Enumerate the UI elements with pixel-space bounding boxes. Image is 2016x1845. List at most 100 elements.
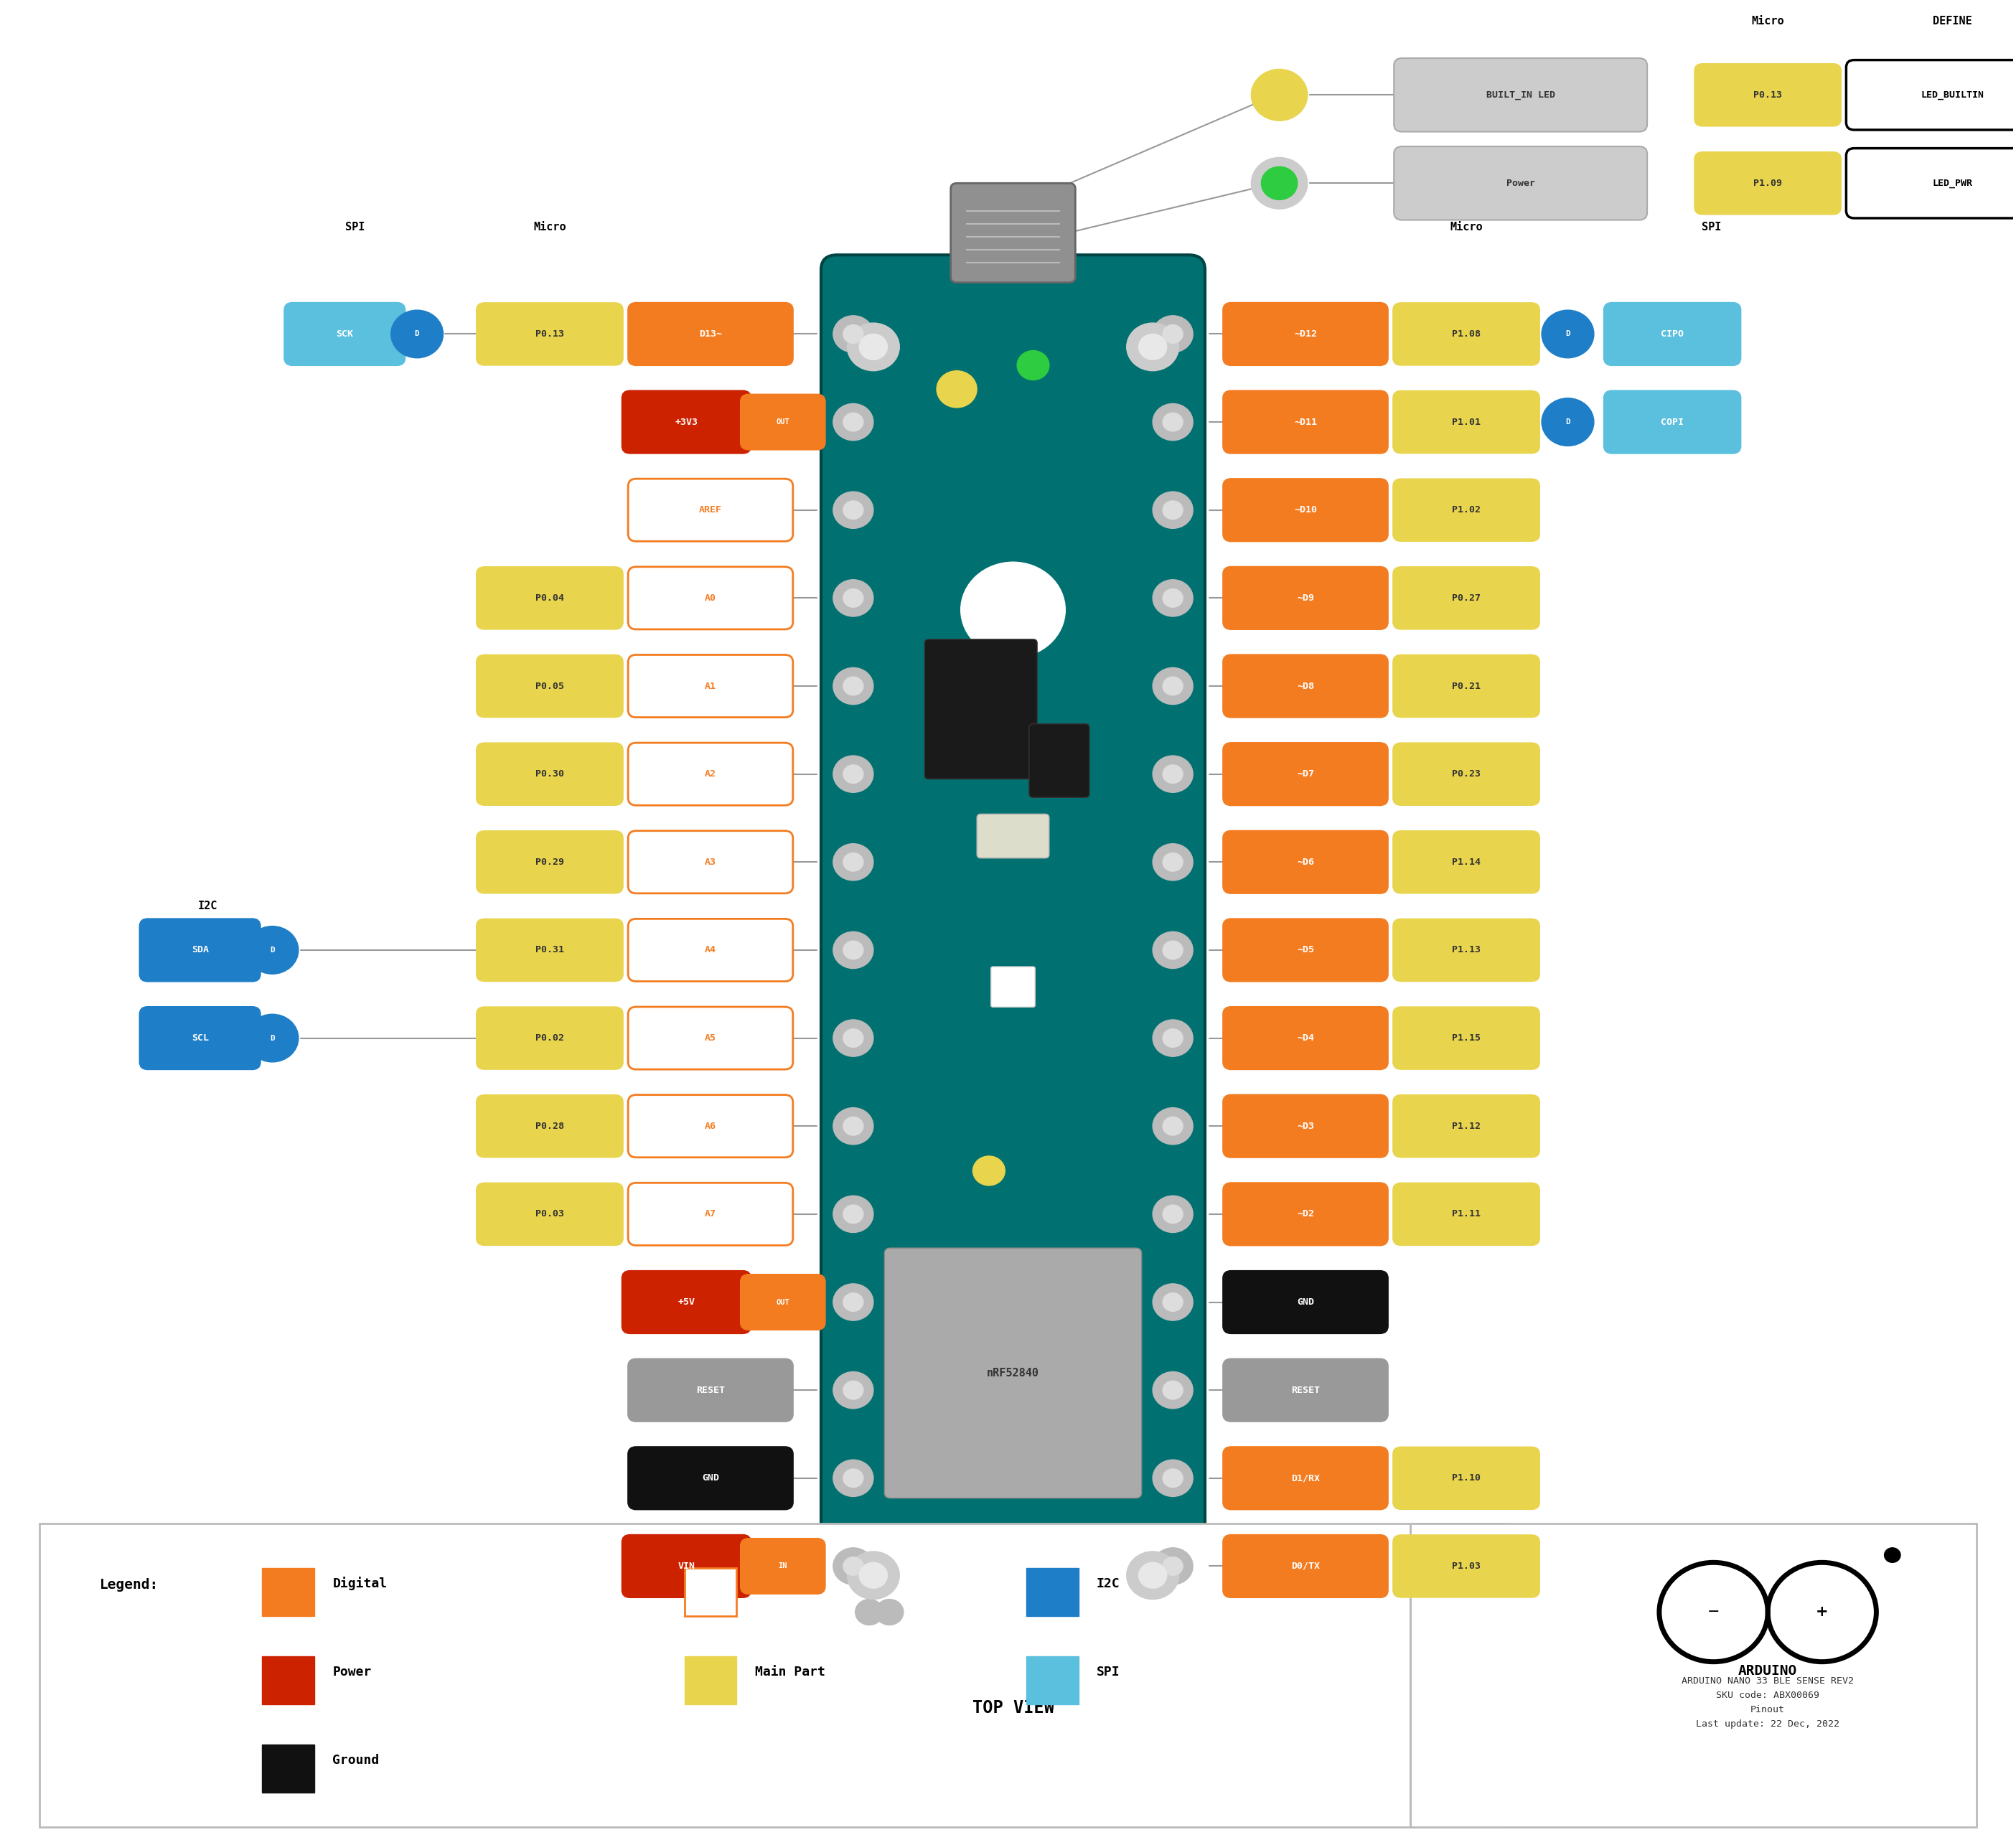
FancyBboxPatch shape — [1224, 1094, 1387, 1157]
FancyBboxPatch shape — [629, 1007, 792, 1070]
Text: D13~: D13~ — [700, 330, 722, 339]
FancyBboxPatch shape — [925, 638, 1036, 779]
Circle shape — [843, 1293, 863, 1312]
Text: Power: Power — [1506, 179, 1534, 188]
FancyBboxPatch shape — [476, 1007, 623, 1070]
Circle shape — [843, 589, 863, 607]
FancyBboxPatch shape — [1224, 744, 1387, 804]
FancyBboxPatch shape — [476, 919, 623, 982]
Circle shape — [855, 1600, 883, 1625]
Circle shape — [1542, 399, 1595, 446]
FancyBboxPatch shape — [1393, 146, 1647, 220]
Circle shape — [1153, 315, 1193, 352]
Text: A7: A7 — [706, 1210, 716, 1220]
Text: Micro: Micro — [1752, 17, 1784, 28]
FancyBboxPatch shape — [1026, 1568, 1079, 1616]
FancyBboxPatch shape — [476, 1183, 623, 1245]
Text: −: − — [1708, 1605, 1720, 1620]
Circle shape — [843, 325, 863, 343]
Circle shape — [1163, 1557, 1183, 1576]
Circle shape — [843, 1380, 863, 1399]
Circle shape — [833, 668, 873, 705]
Text: SPI: SPI — [1097, 1666, 1119, 1679]
FancyBboxPatch shape — [1224, 655, 1387, 718]
Text: ~D7: ~D7 — [1296, 769, 1314, 779]
Circle shape — [1153, 1196, 1193, 1232]
Circle shape — [843, 1030, 863, 1048]
Text: D1/RX: D1/RX — [1290, 1474, 1320, 1483]
Circle shape — [833, 404, 873, 441]
Text: D: D — [270, 1035, 274, 1042]
Circle shape — [246, 926, 298, 974]
Text: Micro: Micro — [534, 221, 566, 232]
Text: P0.02: P0.02 — [536, 1033, 564, 1042]
FancyBboxPatch shape — [683, 1568, 736, 1616]
FancyBboxPatch shape — [629, 566, 792, 629]
Circle shape — [1127, 1552, 1179, 1600]
FancyBboxPatch shape — [38, 1524, 1506, 1827]
Text: P1.03: P1.03 — [1452, 1561, 1480, 1570]
FancyBboxPatch shape — [629, 919, 792, 982]
FancyBboxPatch shape — [740, 1275, 825, 1330]
FancyBboxPatch shape — [1224, 1183, 1387, 1245]
Circle shape — [843, 1557, 863, 1576]
Circle shape — [1016, 351, 1048, 380]
Circle shape — [1163, 677, 1183, 696]
Circle shape — [843, 852, 863, 871]
Text: A4: A4 — [706, 945, 716, 954]
Circle shape — [843, 1469, 863, 1487]
Circle shape — [1163, 413, 1183, 432]
Text: P0.13: P0.13 — [1754, 90, 1782, 100]
Circle shape — [833, 843, 873, 880]
Circle shape — [859, 334, 887, 360]
FancyBboxPatch shape — [476, 744, 623, 804]
Circle shape — [833, 1459, 873, 1496]
Circle shape — [1127, 323, 1179, 371]
FancyBboxPatch shape — [476, 566, 623, 629]
Text: P0.05: P0.05 — [536, 681, 564, 690]
Text: D: D — [1564, 330, 1570, 338]
FancyBboxPatch shape — [476, 1094, 623, 1157]
Circle shape — [833, 1284, 873, 1321]
Text: SCL: SCL — [192, 1033, 208, 1042]
Text: LED_PWR: LED_PWR — [1933, 179, 1974, 188]
Text: P1.10: P1.10 — [1452, 1474, 1480, 1483]
FancyBboxPatch shape — [683, 1657, 736, 1705]
Circle shape — [974, 1157, 1006, 1186]
Circle shape — [1252, 157, 1308, 208]
FancyBboxPatch shape — [1393, 1007, 1540, 1070]
FancyBboxPatch shape — [1393, 744, 1540, 804]
Circle shape — [833, 1196, 873, 1232]
FancyBboxPatch shape — [1224, 1271, 1387, 1334]
Circle shape — [1153, 843, 1193, 880]
Circle shape — [246, 1015, 298, 1063]
FancyBboxPatch shape — [284, 303, 405, 365]
Text: ~D9: ~D9 — [1296, 594, 1314, 603]
FancyBboxPatch shape — [1393, 1094, 1540, 1157]
Text: Micro: Micro — [1450, 221, 1482, 232]
Circle shape — [937, 371, 978, 408]
Circle shape — [843, 413, 863, 432]
Circle shape — [843, 677, 863, 696]
Text: DEFINE: DEFINE — [1933, 17, 1972, 28]
Text: P1.13: P1.13 — [1452, 945, 1480, 954]
Text: I2C: I2C — [198, 900, 218, 911]
Text: ~D6: ~D6 — [1296, 858, 1314, 867]
Text: Analog: Analog — [754, 1577, 802, 1590]
Text: ~D12: ~D12 — [1294, 330, 1316, 339]
Text: P0.31: P0.31 — [536, 945, 564, 954]
Text: ~D10: ~D10 — [1294, 506, 1316, 515]
Circle shape — [1163, 852, 1183, 871]
Text: P0.27: P0.27 — [1452, 594, 1480, 603]
Text: P1.09: P1.09 — [1754, 179, 1782, 188]
Text: ~D3: ~D3 — [1296, 1122, 1314, 1131]
FancyBboxPatch shape — [1393, 1183, 1540, 1245]
Text: ~D11: ~D11 — [1294, 417, 1316, 426]
FancyBboxPatch shape — [1224, 478, 1387, 541]
FancyBboxPatch shape — [629, 1360, 792, 1421]
FancyBboxPatch shape — [1605, 391, 1740, 454]
Text: A0: A0 — [706, 594, 716, 603]
Text: D: D — [415, 330, 419, 338]
FancyBboxPatch shape — [1393, 830, 1540, 893]
Circle shape — [1163, 1469, 1183, 1487]
